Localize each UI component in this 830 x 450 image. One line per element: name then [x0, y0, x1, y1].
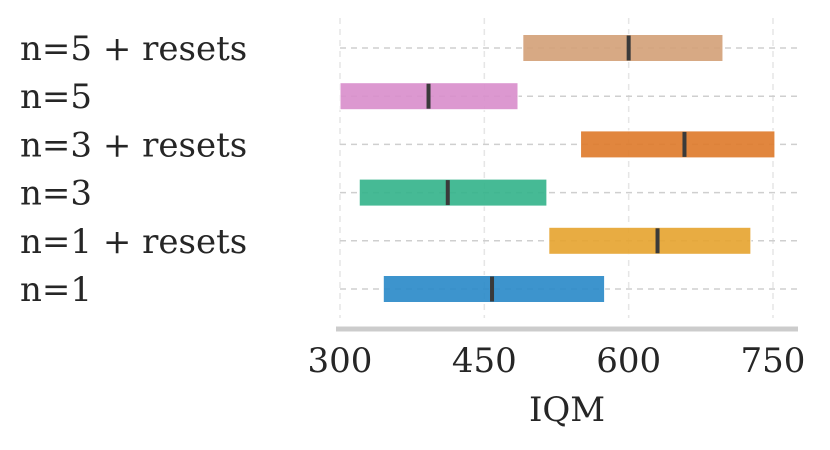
category-label: n=3 [20, 174, 92, 214]
interval-bars [339, 34, 776, 303]
grid-lines [339, 18, 797, 318]
interval-bar [358, 178, 548, 207]
category-label: n=1 [20, 270, 92, 310]
x-tick-label: 450 [452, 341, 517, 381]
x-tick-labels: 300 450 600 750 [308, 341, 806, 381]
category-label: n=1 + resets [20, 222, 247, 262]
category-labels: n=5 + resets n=5 n=3 + resets n=3 n=1 + rese… [20, 29, 247, 310]
x-tick-label: 750 [741, 341, 806, 381]
category-label: n=5 [20, 77, 92, 117]
x-tick-label: 300 [308, 341, 373, 381]
x-axis-title: IQM [529, 390, 605, 430]
interval-bar [522, 34, 724, 62]
category-label: n=5 + resets [20, 29, 247, 69]
interval-bar [580, 130, 776, 159]
category-label: n=3 + resets [20, 125, 247, 165]
interval-bar [548, 226, 752, 255]
x-tick-label: 600 [596, 341, 661, 381]
